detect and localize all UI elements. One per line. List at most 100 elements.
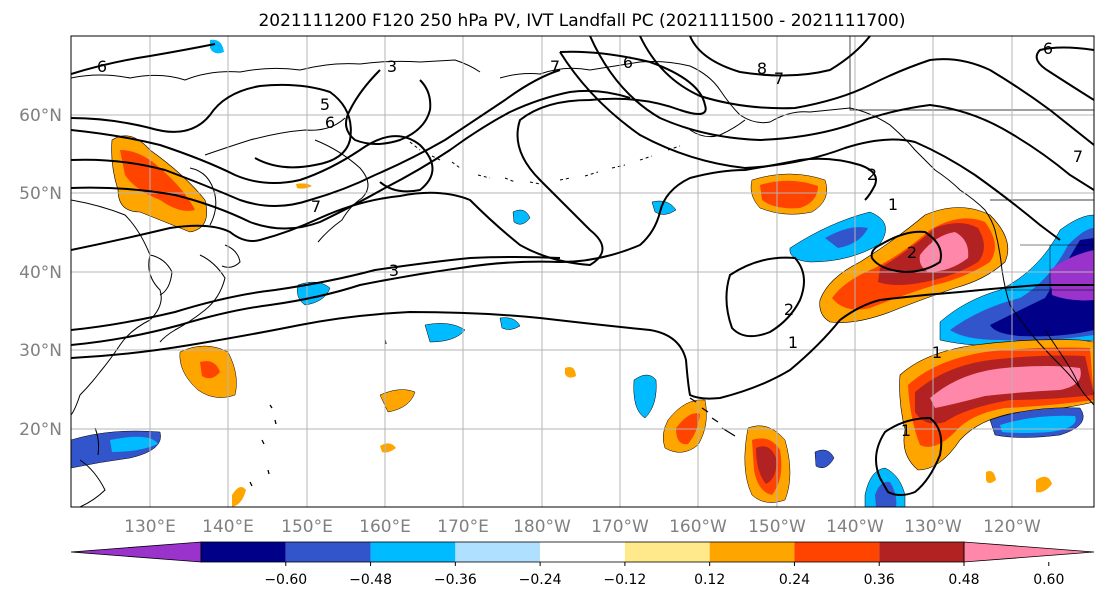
contour-label: 1	[888, 195, 898, 214]
blob-12	[814, 449, 835, 468]
colorbar-segment	[201, 542, 286, 562]
contour-label: 7	[774, 69, 784, 88]
contour-label: 2	[784, 300, 794, 319]
contour-label: 5	[320, 95, 330, 114]
colorbar-tick-label: 0.12	[694, 572, 725, 588]
coastline-taiwan	[94, 427, 100, 456]
colorbar-tick-label: −0.48	[349, 572, 392, 588]
anomaly-hawaii-south-core	[756, 446, 777, 484]
blob-13	[986, 471, 996, 483]
pv-contour-2-cutoff	[345, 69, 432, 145]
lon-tick-label: 180°W	[513, 517, 571, 537]
coastline-sakhalin	[189, 167, 217, 226]
pacific-islands	[249, 339, 387, 487]
colorbar-segment	[879, 542, 964, 562]
coastlines	[71, 36, 1094, 507]
pv-contour-2-coast	[870, 230, 942, 274]
coastline-sea-of-okhotsk	[204, 117, 346, 156]
lon-tick-label: 170°W	[591, 517, 649, 537]
pv-contour-4	[71, 69, 561, 207]
lat-tick-label: 20°N	[19, 420, 62, 440]
colorbar-tick-label: −0.24	[519, 572, 562, 588]
map-title: 2021111200 F120 250 hPa PV, IVT Landfall…	[258, 11, 905, 31]
lon-tick-label: 170°E	[437, 517, 489, 537]
lon-tick-label: 160°E	[359, 517, 411, 537]
pv-contour-3-ne	[1035, 46, 1094, 101]
contour-label: 6	[97, 57, 107, 76]
colorbar-tick-label: 0.48	[948, 572, 979, 588]
pv-contour-8	[689, 36, 871, 77]
blob-8	[380, 443, 396, 453]
longitude-labels: 130°E 140°E 150°E 160°E 170°E 180°W 170°W 160°W…	[124, 517, 1041, 537]
contour-label: 7	[311, 197, 321, 216]
lon-tick-label: 150°E	[281, 517, 333, 537]
pv-contour-1-tropical	[875, 416, 943, 496]
colorbar-tick-label: −0.60	[264, 572, 307, 588]
blob-10	[296, 183, 312, 189]
pv-contour-1-south	[71, 284, 1094, 400]
anomaly-philippine-sea-edge	[110, 436, 158, 452]
anomaly-tropical-neg-core	[875, 481, 897, 507]
lon-tick-label: 120°W	[983, 517, 1041, 537]
colorbar	[70, 541, 1095, 563]
pv-contour-2-east	[725, 256, 805, 338]
contour-label: 1	[901, 421, 911, 440]
blob-14	[1036, 476, 1052, 493]
lon-tick-label: 140°E	[202, 517, 254, 537]
lat-tick-label: 50°N	[19, 184, 62, 204]
contour-label: 1	[788, 333, 798, 352]
colorbar-frame	[200, 541, 965, 563]
colorbar-tick-label: 0.60	[1033, 572, 1064, 588]
colorbar-tick-labels: −0.60 −0.48 −0.36 −0.24 −0.12 0.12 0.24 0.36 0.4…	[264, 562, 1064, 588]
contour-label: 7	[1073, 147, 1083, 166]
anomaly-gulf-alaska-core	[760, 180, 818, 209]
colorbar-extend-max	[963, 541, 1095, 563]
coastline-philippines	[79, 459, 106, 507]
blob-11	[232, 486, 246, 507]
hawaiian-islands	[689, 397, 736, 437]
colorbar-extend-min	[70, 541, 202, 563]
coastline-north-america	[994, 229, 1094, 406]
lat-tick-label: 30°N	[19, 341, 62, 361]
coastline-japan	[159, 254, 226, 343]
colorbar-segment	[370, 542, 456, 562]
lat-tick-label: 40°N	[19, 263, 62, 283]
blob-2	[424, 323, 466, 343]
border-west-states	[1005, 244, 1094, 291]
blob-9	[565, 367, 576, 378]
colorbar-segment	[285, 542, 371, 562]
contour-label: 6	[623, 53, 633, 72]
lon-tick-label: 130°E	[124, 517, 176, 537]
anomaly-ar-north-peak	[919, 232, 969, 272]
pv-contours	[71, 36, 1094, 496]
colorbar-segment	[624, 542, 710, 562]
lat-tick-label: 60°N	[19, 106, 62, 126]
contour-label: 3	[387, 57, 397, 76]
pv-contour-3-north	[71, 129, 434, 193]
aleutian-islands	[409, 141, 681, 185]
anomaly-south-japan-core	[200, 361, 220, 379]
blob-6	[210, 39, 224, 54]
colorbar-segment	[709, 542, 795, 562]
pv-contour-6-ne	[589, 36, 1094, 191]
lon-tick-label: 150°W	[748, 517, 806, 537]
pv-contour-5-ne	[559, 51, 1061, 241]
anomaly-northeast-pacific-neg-core	[825, 227, 868, 248]
colorbar-tick-label: 0.24	[779, 572, 810, 588]
coastline-baja	[1044, 329, 1081, 389]
contour-label: 6	[1043, 39, 1053, 58]
anomaly-southwest-neg-peak	[1050, 250, 1094, 301]
blob-5	[651, 200, 677, 215]
contour-label: 2	[907, 243, 917, 262]
lon-tick-label: 130°W	[904, 517, 962, 537]
pv-contour-3-mid	[71, 50, 707, 267]
anomaly-hawaii-west	[633, 374, 657, 419]
latitude-labels: 60°N 50°N 40°N 30°N 20°N	[19, 106, 62, 440]
pv-contour-1-main	[71, 256, 561, 331]
coastline-east-asia	[71, 59, 481, 81]
coastline-alaska	[499, 61, 996, 231]
contour-label: 1	[932, 343, 942, 362]
map-frame	[70, 35, 1095, 508]
pv-contour-5	[71, 83, 352, 169]
